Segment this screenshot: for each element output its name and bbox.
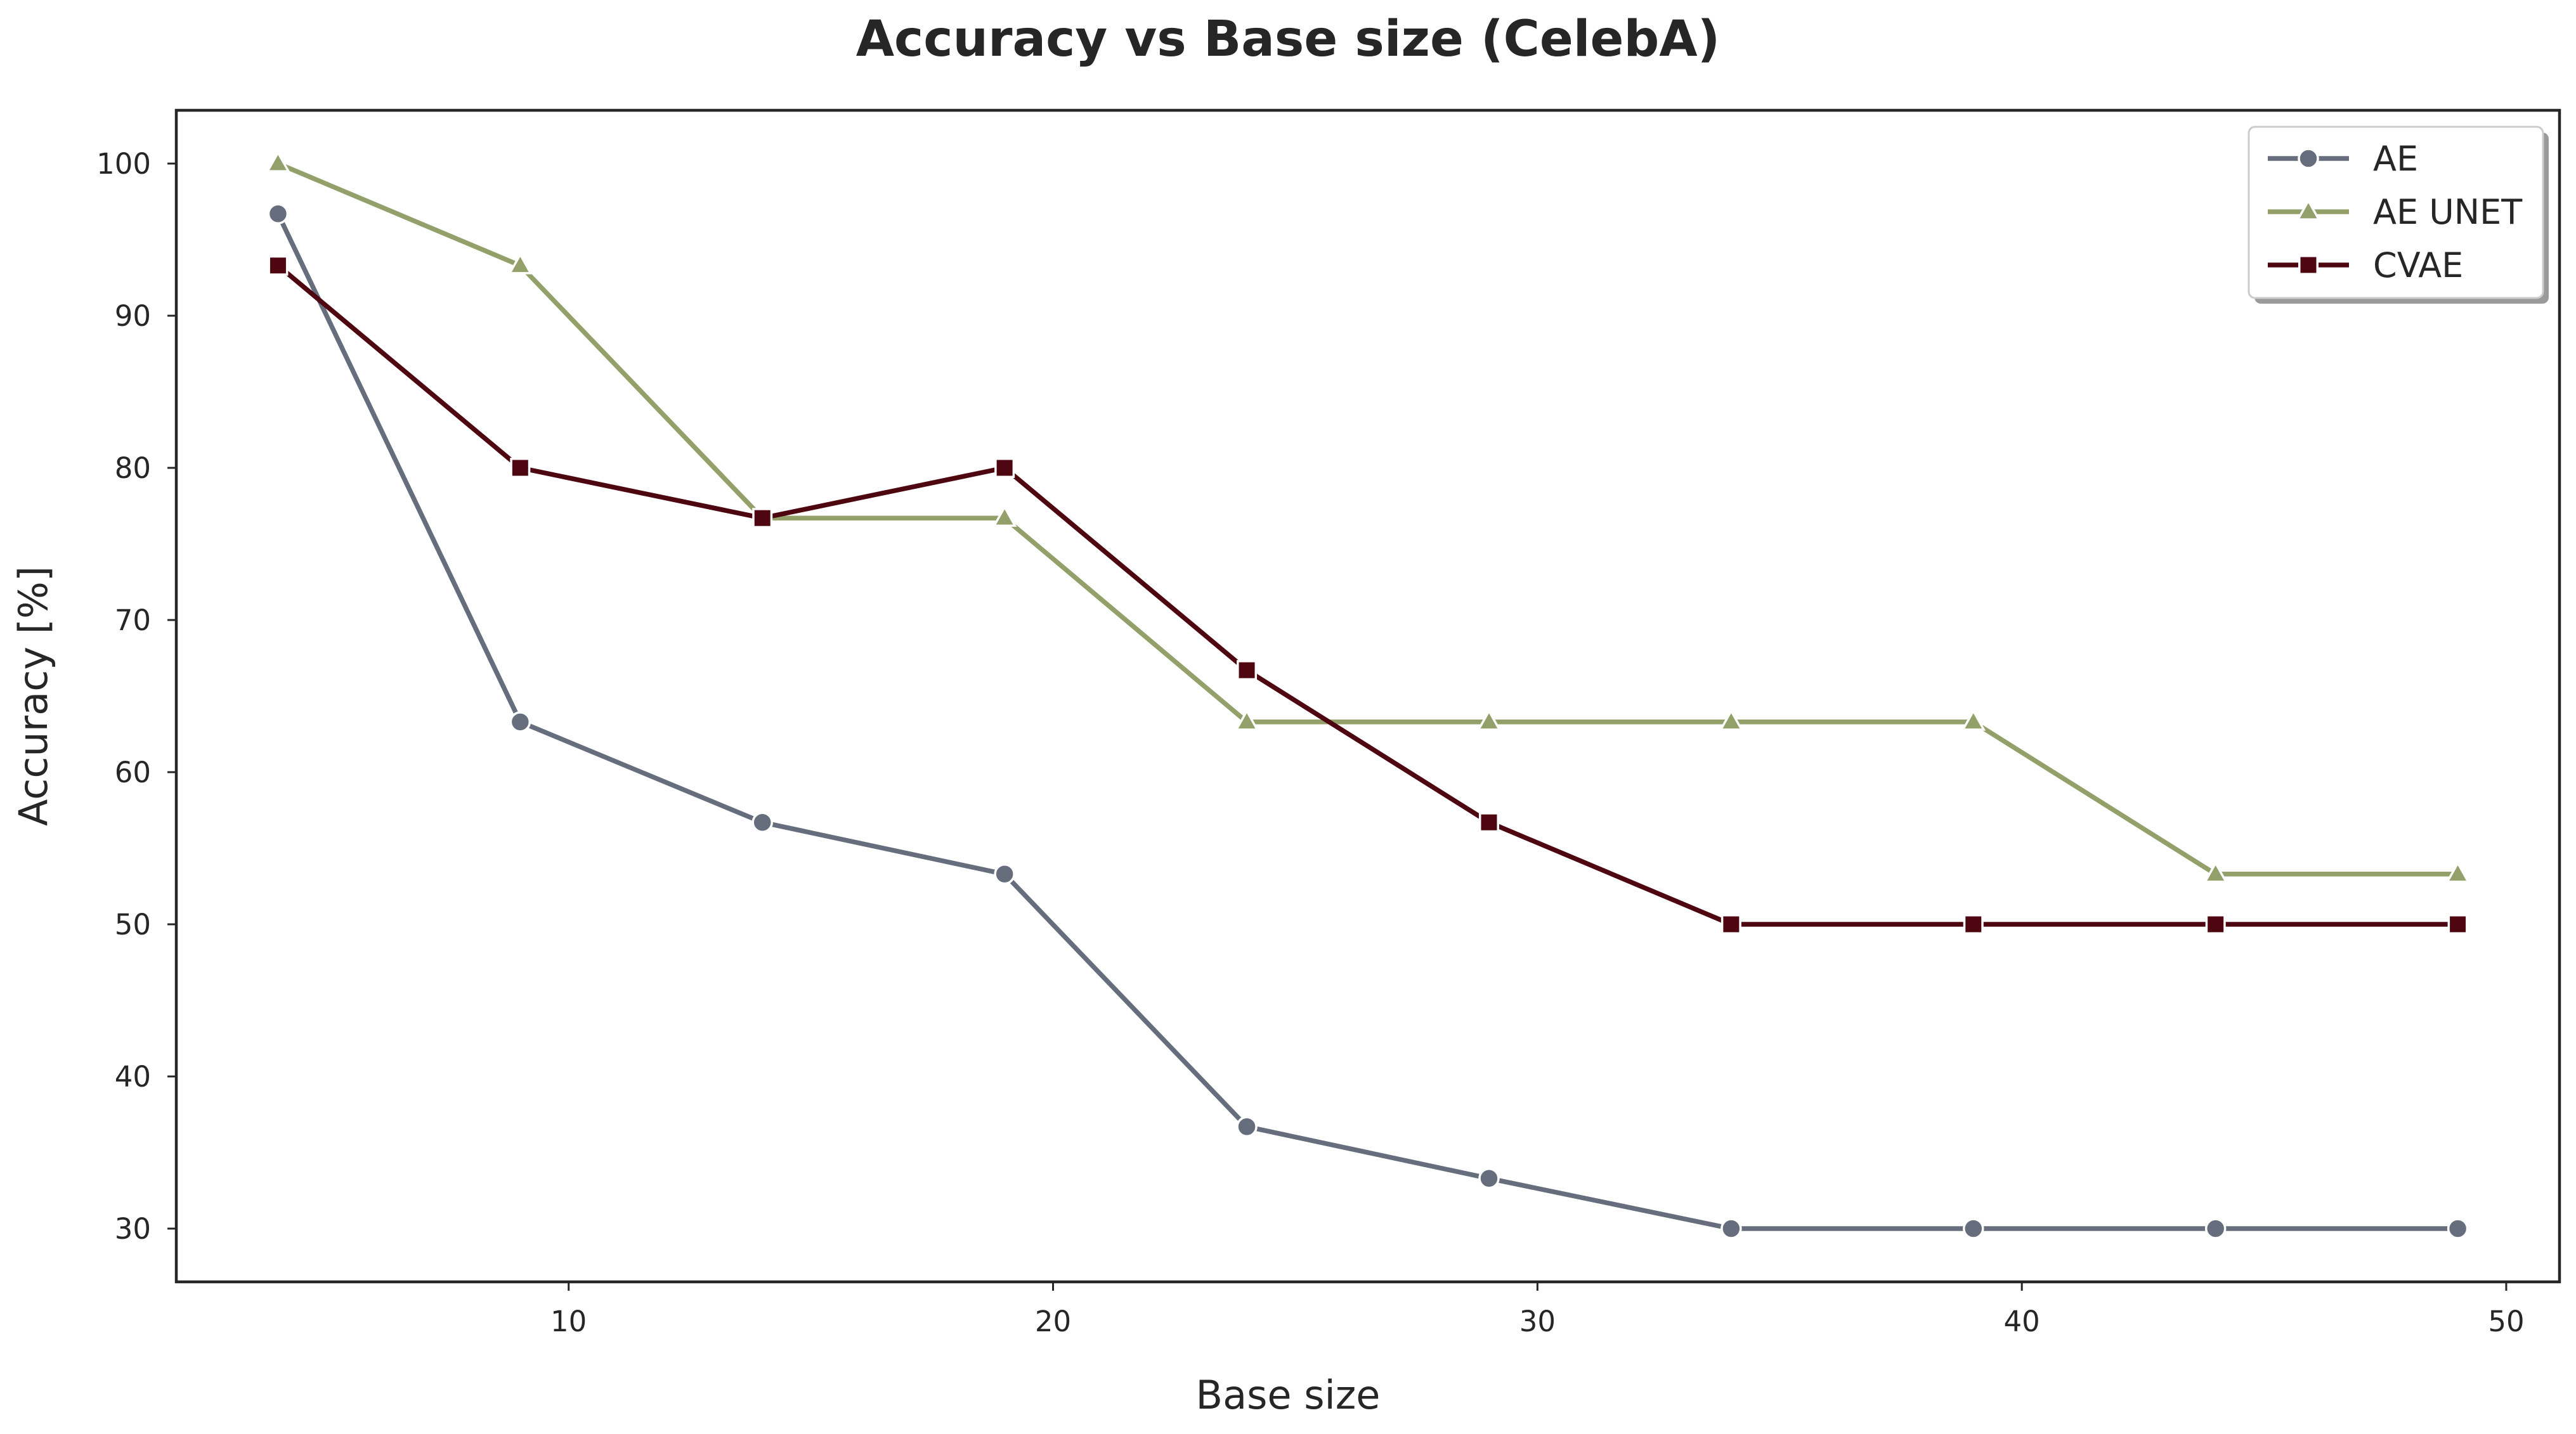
- x-axis-label: Base size: [1196, 1372, 1381, 1418]
- series-line-ae: [276, 212, 2458, 1231]
- y-tick-label: 70: [115, 604, 151, 637]
- plot-frame: [174, 108, 2561, 1284]
- data-point-ae-unet: [2203, 860, 2228, 883]
- data-point-ae: [1236, 1116, 1258, 1137]
- y-tick-label: 40: [115, 1060, 151, 1094]
- data-point-ae-unet: [2445, 860, 2470, 883]
- data-point-ae: [751, 811, 773, 833]
- x-tick-label: 40: [2004, 1305, 2040, 1338]
- legend: AE AE UNET CVAE: [2247, 126, 2549, 304]
- legend-label-ae-unet: AE UNET: [2373, 192, 2523, 232]
- x-tick-label: 20: [1035, 1305, 1071, 1338]
- y-tick-label: 60: [115, 756, 151, 789]
- data-point-ae: [1963, 1218, 1984, 1239]
- y-tick-label: 90: [115, 299, 151, 333]
- data-point-ae-unet: [507, 252, 533, 275]
- data-point-cvae: [1237, 660, 1258, 681]
- data-point-ae-unet: [992, 505, 1017, 527]
- series-line-cvae: [276, 263, 2458, 927]
- x-tick-label: 30: [1519, 1305, 1556, 1338]
- data-point-cvae: [1721, 914, 1741, 934]
- data-point-cvae: [510, 458, 531, 478]
- data-point-ae-unet: [266, 150, 290, 172]
- data-point-ae: [994, 863, 1015, 885]
- y-tick-label: 80: [115, 451, 151, 485]
- data-point-ae: [2447, 1218, 2469, 1239]
- data-point-cvae: [2205, 914, 2226, 934]
- chart-title: Accuracy vs Base size (CelebA): [856, 11, 1721, 68]
- legend-marker-cvae: [2298, 255, 2319, 275]
- data-point-ae: [2204, 1218, 2227, 1239]
- data-point-cvae: [1963, 914, 1984, 934]
- y-tick-label: 50: [115, 908, 151, 941]
- data-point-ae: [509, 711, 531, 733]
- data-point-cvae: [994, 458, 1015, 478]
- y-axis-label: Accuracy [%]: [10, 566, 56, 826]
- legend-marker-ae: [2298, 148, 2319, 169]
- data-point-cvae: [1478, 812, 1499, 833]
- data-point-ae: [267, 203, 289, 224]
- legend-box: [2247, 126, 2544, 299]
- plot-area: 10 20 30 40 50 30 40 50 60 70 80 90 100: [96, 147, 2525, 1338]
- legend-marker-ae-unet: [2296, 198, 2321, 221]
- x-tick-label: 10: [550, 1305, 587, 1338]
- data-point-ae-unet: [1476, 708, 1502, 731]
- series-line-ae-unet: [276, 161, 2458, 877]
- data-point-ae-unet: [1961, 708, 1986, 731]
- data-point-cvae: [2447, 914, 2468, 934]
- legend-label-ae: AE: [2373, 139, 2418, 179]
- data-point-ae: [1478, 1168, 1500, 1189]
- y-tick-label: 100: [96, 147, 151, 181]
- data-point-cvae: [268, 255, 289, 276]
- data-point-ae-unet: [1234, 708, 1259, 731]
- data-point-cvae: [752, 508, 773, 529]
- legend-label-cvae: CVAE: [2373, 245, 2463, 285]
- x-tick-label: 50: [2488, 1305, 2524, 1338]
- y-tick-label: 30: [115, 1212, 151, 1246]
- data-point-ae-unet: [1719, 708, 1744, 731]
- data-point-ae: [1721, 1218, 1742, 1239]
